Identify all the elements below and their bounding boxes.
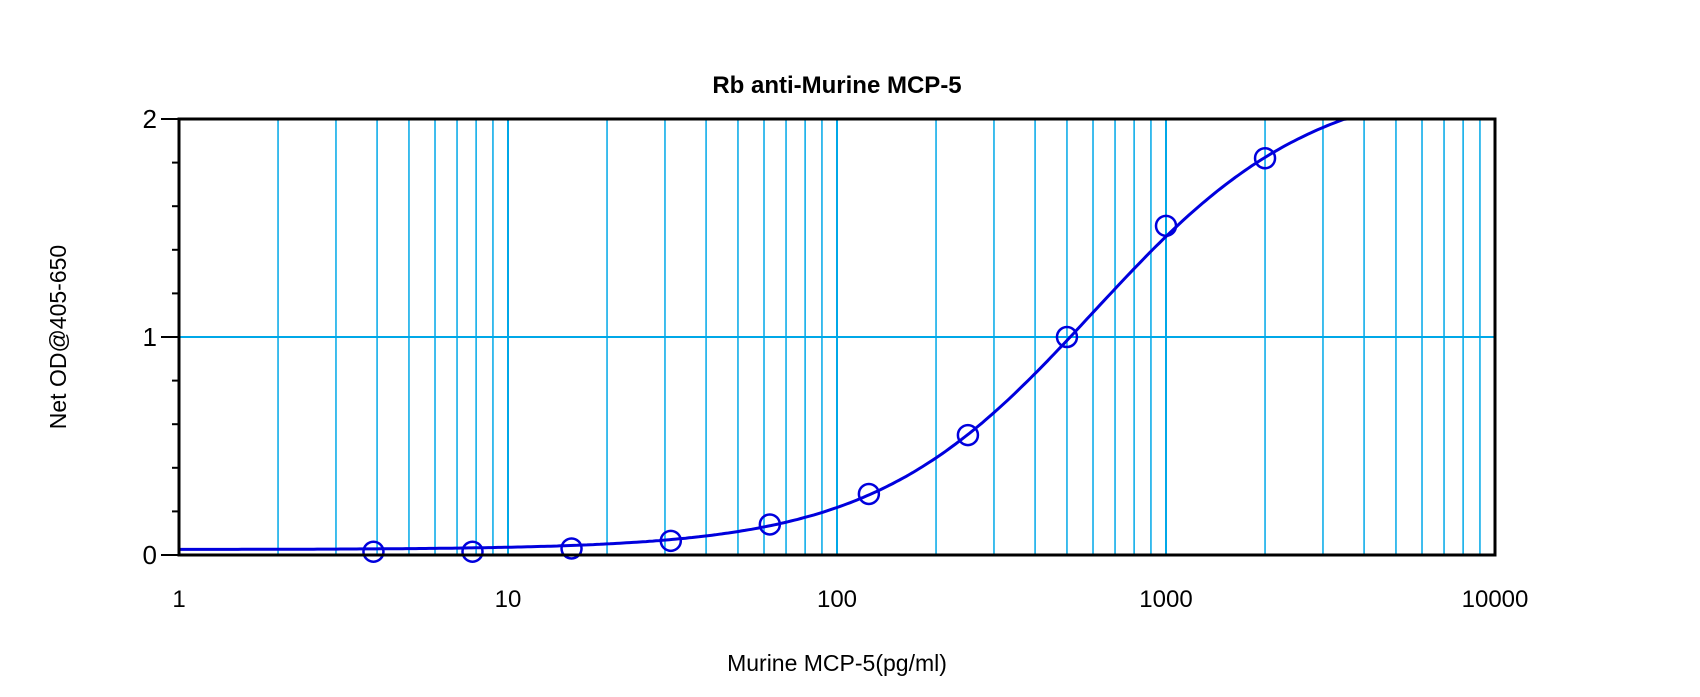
y-axis-ticks: 0 1 2 (143, 104, 179, 570)
data-point (1253, 146, 1277, 170)
data-point (857, 482, 881, 506)
data-point (560, 537, 583, 560)
x-tick-label: 1000 (1139, 586, 1192, 613)
chart-title: Rb anti-Murine MCP-5 (712, 72, 961, 99)
data-point (362, 540, 385, 563)
data-points (362, 146, 1277, 563)
x-tick-label: 10000 (1462, 586, 1529, 613)
data-point (461, 540, 484, 563)
fit-curve-layer (179, 117, 1364, 551)
fit-curve-line (179, 117, 1364, 551)
x-tick-label: 1 (172, 586, 185, 613)
data-point (659, 529, 683, 553)
x-tick-label: 100 (817, 586, 857, 613)
y-tick-label: 0 (143, 540, 157, 570)
data-point (1154, 214, 1178, 238)
data-point (758, 513, 782, 536)
data-point (956, 423, 980, 447)
y-tick-label: 1 (143, 322, 157, 352)
y-axis-label: Net OD@405-650 (45, 245, 71, 429)
grid (179, 119, 1495, 555)
y-tick-label: 2 (143, 104, 157, 134)
x-axis-tick-labels: 1 10 100 1000 10000 (172, 586, 1528, 613)
x-axis-label: Murine MCP-5(pg/ml) (727, 650, 947, 676)
data-point (1055, 325, 1079, 349)
x-tick-label: 10 (495, 586, 522, 613)
